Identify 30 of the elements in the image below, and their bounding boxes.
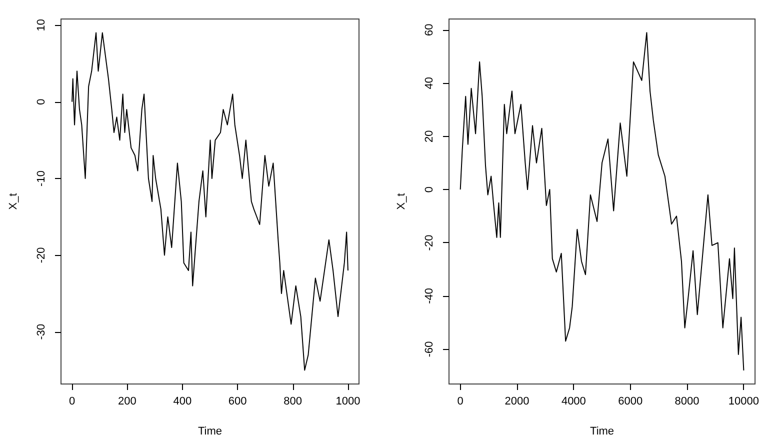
x-axis-title: Time (198, 426, 222, 438)
x-tick-label: 0 (68, 396, 76, 408)
y-tick-label: 20 (424, 130, 436, 142)
line-series (72, 32, 348, 371)
x-tick-label: 2000 (504, 396, 530, 408)
x-tick-label: 0 (457, 396, 464, 408)
line-series (460, 32, 744, 371)
y-tick-label: -60 (424, 341, 436, 358)
y-tick-label: 10 (36, 19, 48, 32)
y-tick-label: 0 (36, 98, 48, 105)
y-tick-label: -20 (36, 247, 48, 264)
y-tick-label: 0 (424, 186, 436, 193)
y-tick-label: -40 (424, 288, 436, 304)
x-tick-label: 800 (284, 396, 302, 408)
y-tick-label: -30 (36, 324, 48, 340)
x-axis-title: Time (590, 426, 614, 438)
y-tick-label: -20 (424, 234, 436, 251)
y-tick-label: 40 (424, 76, 436, 90)
x-tick-label: 10000 (728, 396, 760, 408)
x-tick-label: 1000 (336, 396, 360, 408)
x-tick-label: 200 (118, 396, 136, 408)
x-tick-label: 600 (228, 396, 247, 408)
x-tick-label: 4000 (561, 396, 586, 408)
x-tick-label: 6000 (618, 396, 643, 408)
y-tick-label: -10 (36, 170, 48, 186)
y-axis-title: X_t (396, 193, 408, 210)
y-axis-title: X_t (8, 193, 20, 210)
x-tick-label: 400 (173, 396, 192, 408)
x-tick-label: 8000 (674, 396, 700, 408)
y-tick-label: 60 (424, 24, 436, 36)
